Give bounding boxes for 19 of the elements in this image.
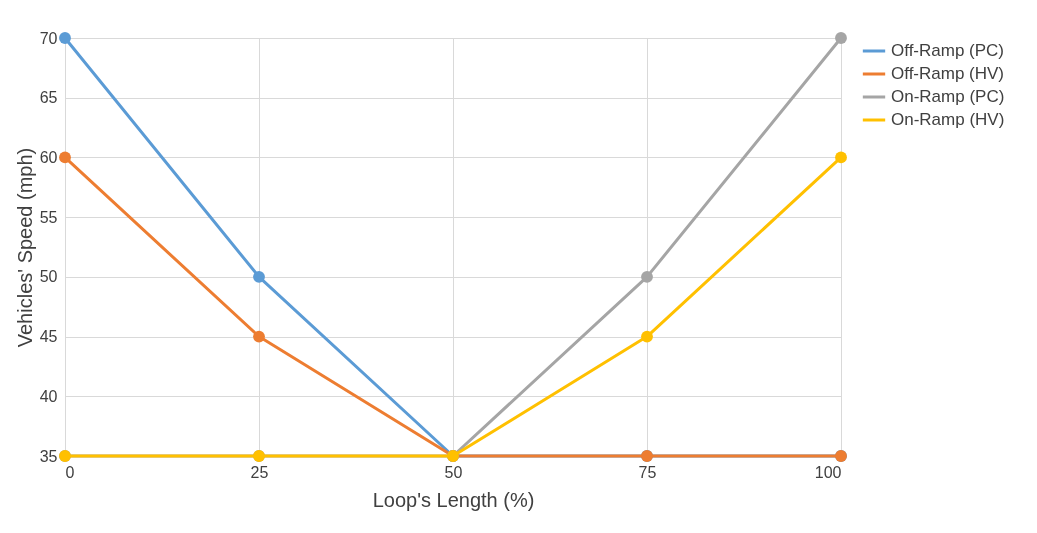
x-tick-label: 75 bbox=[638, 463, 657, 481]
y-tick-label: 60 bbox=[39, 148, 58, 166]
y-tick-label: 55 bbox=[39, 208, 58, 226]
x-tick-label: 50 bbox=[444, 463, 463, 481]
legend-label: On-Ramp (PC) bbox=[891, 87, 1005, 106]
legend-label: Off-Ramp (PC) bbox=[891, 41, 1005, 60]
y-tick-label: 50 bbox=[39, 268, 58, 286]
y-tick-label: 70 bbox=[39, 29, 58, 47]
x-tick-label: 25 bbox=[250, 463, 269, 481]
legend-label: Off-Ramp (HV) bbox=[891, 64, 1005, 83]
x-axis-title: Loop's Length (%) bbox=[372, 488, 535, 511]
x-tick-label: 0 bbox=[65, 463, 75, 481]
y-axis-title: Vehicles' Speed (mph) bbox=[13, 147, 36, 348]
legend-label: On-Ramp (HV) bbox=[891, 110, 1005, 129]
y-tick-label: 65 bbox=[39, 89, 58, 107]
y-tick-label: 45 bbox=[39, 328, 58, 346]
x-tick-label: 100 bbox=[814, 463, 842, 481]
y-tick-label: 35 bbox=[39, 447, 58, 465]
y-tick-label: 40 bbox=[39, 387, 58, 405]
